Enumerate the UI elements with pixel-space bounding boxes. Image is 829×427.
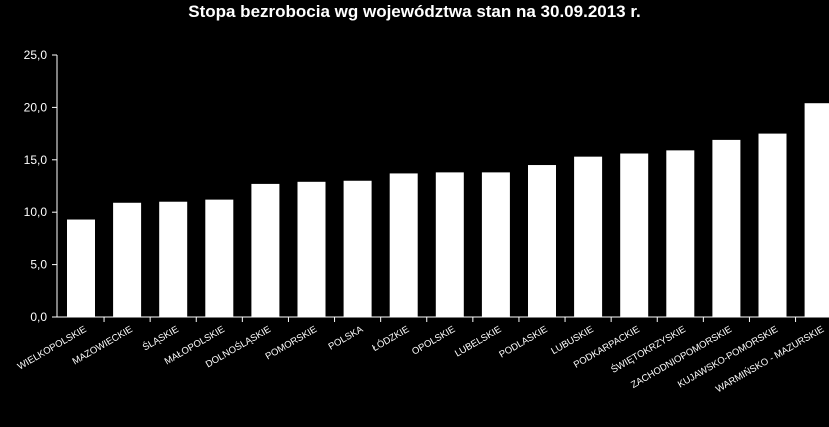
x-tick-label: PODLASKIE — [497, 324, 549, 360]
bar — [343, 180, 372, 317]
y-tick-label: 25,0 — [24, 48, 48, 62]
bar — [435, 172, 464, 317]
y-tick-label: 0,0 — [30, 310, 47, 324]
x-tick-label: ŚLĄSKIE — [140, 323, 180, 353]
bar — [758, 133, 787, 317]
x-tick-label: POMORSKIE — [264, 324, 319, 362]
bar — [389, 173, 418, 317]
y-tick-label: 5,0 — [30, 258, 47, 272]
y-tick-label: 20,0 — [24, 100, 48, 114]
bar — [666, 150, 695, 317]
x-tick-label: ŁÓDZKIE — [370, 324, 411, 354]
x-tick-label: LUBELSKIE — [453, 324, 503, 359]
bar — [297, 181, 326, 317]
bar — [67, 219, 95, 317]
x-tick-label: POLSKA — [327, 324, 366, 353]
x-tick-label: ŚWIĘTOKRZYSKIE — [609, 323, 688, 376]
bar — [712, 139, 741, 317]
bar — [113, 202, 142, 317]
bar — [574, 156, 603, 317]
y-tick-label: 15,0 — [24, 153, 48, 167]
bar — [804, 103, 829, 317]
bar — [159, 201, 188, 317]
x-tick-label: OPOLSKIE — [410, 324, 457, 358]
bar — [205, 199, 234, 317]
bar — [481, 172, 510, 317]
bars — [67, 103, 829, 317]
bar — [251, 183, 280, 317]
chart-title: Stopa bezrobocia wg województwa stan na … — [188, 2, 641, 21]
bar — [620, 153, 649, 317]
y-axis: 0,0 5,0 10,0 15,0 20,0 25,0 — [24, 48, 58, 324]
y-tick-label: 10,0 — [24, 205, 48, 219]
bar — [528, 165, 556, 317]
